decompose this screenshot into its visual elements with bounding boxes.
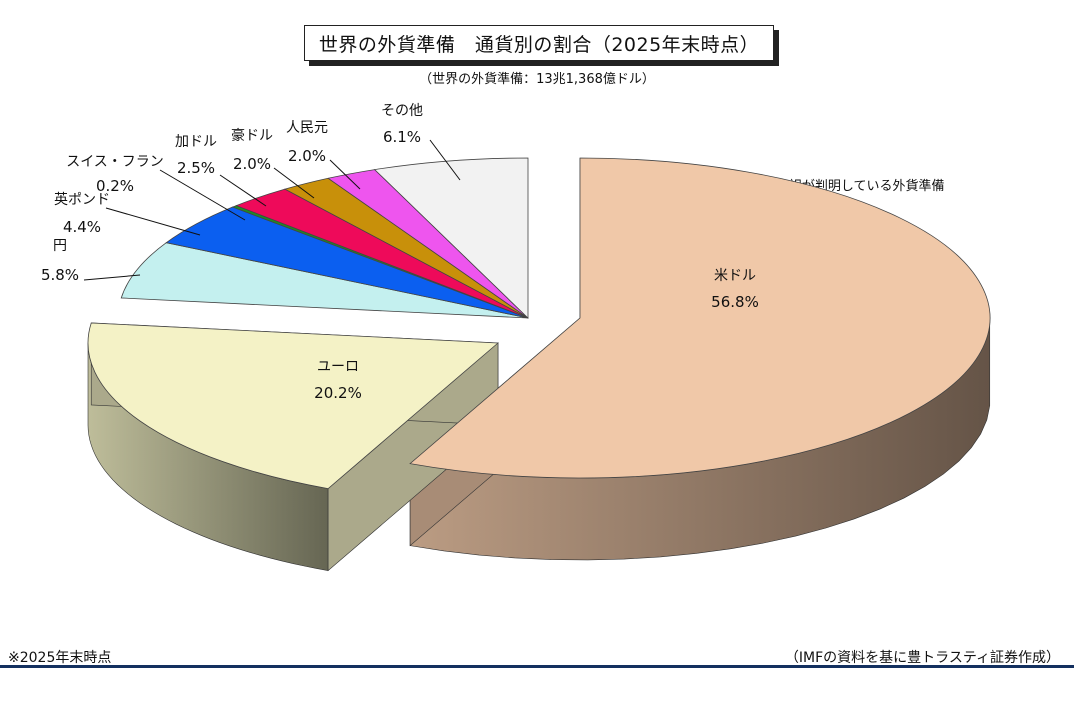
slice-1-value-label: 56.8%: [711, 293, 759, 311]
slice-6-value-label: 2.5%: [177, 159, 215, 177]
slice-5-value-label: 0.2%: [96, 177, 134, 195]
slice-5-label: スイス・フラン: [66, 154, 164, 170]
slice-3-leader: [83, 274, 141, 281]
chart-subtitle: （世界の外貨準備：13兆1,368億ドル）: [419, 72, 655, 87]
slice-6-label: 加ドル: [175, 134, 217, 150]
slice-labels: 米ドル 56.8% ユーロ 20.2% 円 5.8% 英ポンド 4.4% スイス・フラン 0.2%…: [41, 103, 759, 402]
slice-5-leader: [159, 169, 246, 221]
slice-8-value-label: 2.0%: [288, 147, 326, 165]
footer-source: （IMFの資料を基に豊トラスティ証券作成）: [784, 650, 1060, 666]
footer-rule: [0, 665, 1074, 668]
slice-4-value-label: 4.4%: [63, 218, 101, 236]
slice-7-label: 豪ドル: [231, 128, 273, 144]
slice-6-leader: [219, 174, 267, 207]
slice-9-leader: [429, 139, 461, 181]
slice-7-leader: [273, 167, 315, 199]
slice-9-top: [373, 157, 529, 319]
slice-1-label: 米ドル: [714, 268, 756, 284]
slice-1-top: [409, 157, 991, 479]
slice-8-leader: [329, 159, 361, 190]
slice-9-value-label: 6.1%: [383, 128, 421, 146]
slice-8-label: 人民元: [286, 120, 328, 136]
pie-tops: [87, 157, 991, 490]
slice-7-value-label: 2.0%: [233, 155, 271, 173]
slice-2-top: [87, 322, 500, 490]
slice-3-value-label: 5.8%: [41, 266, 79, 284]
slice-4-leader: [105, 207, 201, 236]
slice-3-label: 円: [53, 238, 67, 254]
slice-4-label: 英ポンド: [54, 191, 110, 208]
footer-note: ※2025年末時点: [8, 650, 112, 666]
slice-2-value-label: 20.2%: [314, 384, 362, 402]
leader-lines: [83, 139, 461, 281]
chart-title: 世界の外貨準備 通貨別の割合（2025年末時点）: [304, 25, 774, 61]
pie-chart: 米ドル 56.8% ユーロ 20.2% 円 5.8% 英ポンド 4.4% スイス・フラン 0.2%…: [41, 103, 991, 572]
slice-2-label: ユーロ: [317, 359, 359, 375]
slice-3-top: [120, 242, 529, 319]
slice-9-label: その他: [381, 103, 423, 119]
